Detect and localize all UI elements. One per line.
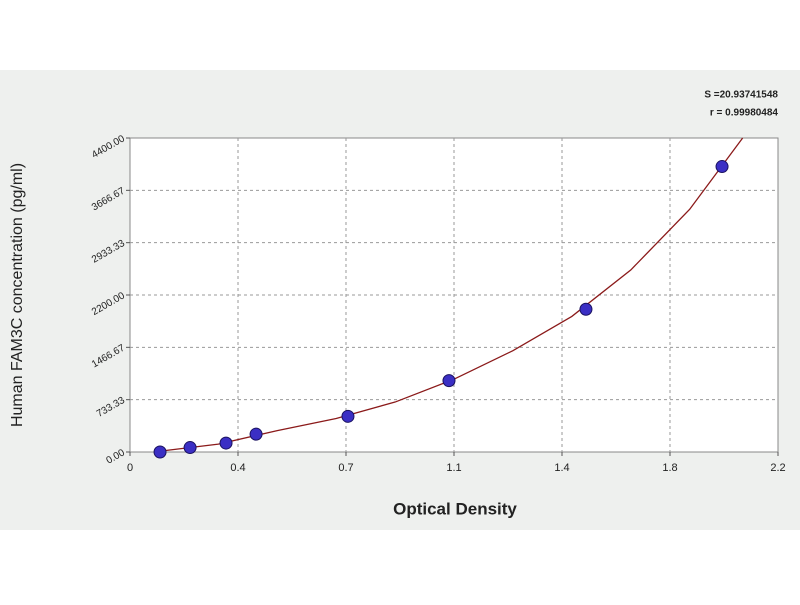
x-tick-label: 0 — [127, 462, 133, 474]
annotation: r = 0.99980484 — [710, 108, 779, 119]
x-tick-label: 0.4 — [230, 462, 245, 474]
annotation: S =20.93741548 — [704, 90, 778, 101]
data-point — [341, 409, 355, 423]
data-point — [219, 436, 233, 450]
x-tick-label: 0.7 — [338, 462, 353, 474]
data-point — [153, 445, 167, 459]
x-tick-label: 1.1 — [446, 462, 461, 474]
x-tick-label: 1.8 — [662, 462, 677, 474]
data-point — [249, 427, 263, 441]
x-tick-label: 2.2 — [770, 462, 785, 474]
data-point — [579, 302, 593, 316]
data-point — [183, 441, 197, 455]
data-point — [442, 374, 456, 388]
x-axis-label: Optical Density — [393, 499, 517, 518]
data-point — [715, 160, 729, 174]
y-axis-label: Human FAM3C concentration (pg/ml) — [9, 163, 26, 427]
x-tick-label: 1.4 — [554, 462, 569, 474]
